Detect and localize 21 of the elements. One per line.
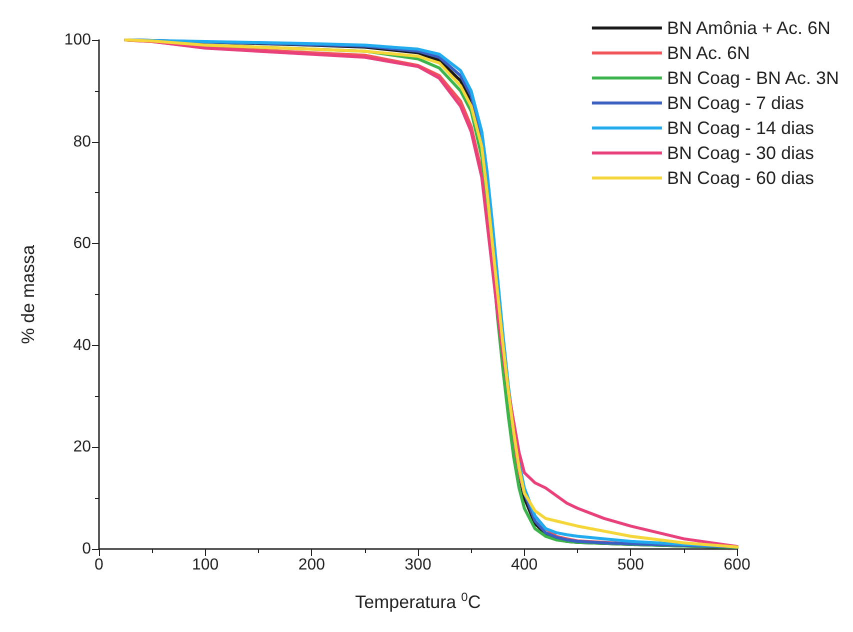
legend-label: BN Ac. 6N xyxy=(666,43,750,63)
x-tick-label: 0 xyxy=(94,556,104,574)
y-tick-label: 80 xyxy=(73,133,92,150)
legend-label: BN Amônia + Ac. 6N xyxy=(666,18,831,38)
y-tick-label: 0 xyxy=(82,540,92,558)
x-tick-label: 400 xyxy=(510,556,538,574)
y-axis-title: % de massa xyxy=(18,244,38,344)
legend-label: BN Coag - BN Ac. 3N xyxy=(666,68,840,88)
x-tick-label: 100 xyxy=(192,556,219,574)
x-tick-label: 300 xyxy=(404,556,432,574)
y-tick-label: 100 xyxy=(64,32,92,48)
x-tick-label: 500 xyxy=(617,556,644,574)
y-tick-label: 20 xyxy=(73,438,92,456)
legend-label: BN Coag - 60 dias xyxy=(666,168,814,188)
legend-label: BN Coag - 7 dias xyxy=(666,93,804,113)
y-tick-label: 40 xyxy=(73,336,92,354)
x-tick-label: 200 xyxy=(298,556,326,574)
x-tick-label: 600 xyxy=(724,556,750,574)
legend-label: BN Coag - 30 dias xyxy=(666,143,814,163)
legend-label: BN Coag - 14 dias xyxy=(666,118,814,138)
y-tick-label: 60 xyxy=(73,235,92,252)
